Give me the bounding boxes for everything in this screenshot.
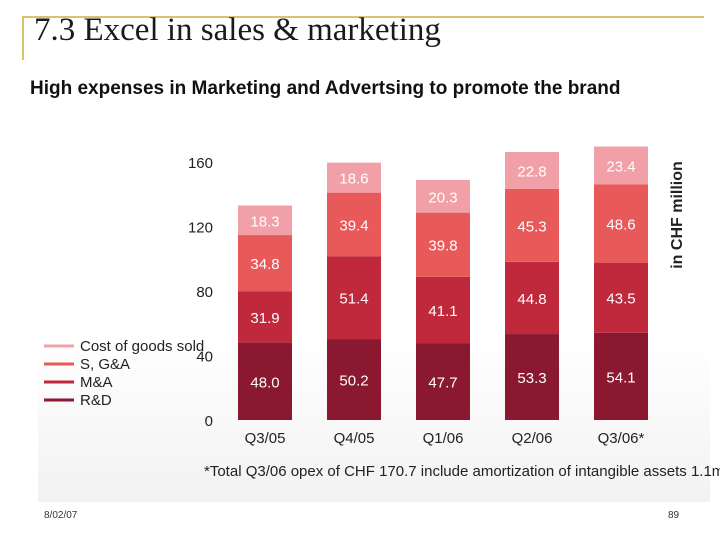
data-label: 23.4 xyxy=(606,158,635,175)
data-label: 31.9 xyxy=(250,310,279,327)
data-label: 51.4 xyxy=(339,291,368,308)
bar-segment xyxy=(505,334,559,420)
x-tick-label: Q1/06 xyxy=(423,430,464,447)
legend-label: R&D xyxy=(80,392,112,409)
title-accent-horizontal xyxy=(22,16,704,18)
data-label: 54.1 xyxy=(606,369,635,386)
legend-label: M&A xyxy=(80,374,113,391)
data-label: 22.8 xyxy=(517,163,546,180)
y-tick-label: 120 xyxy=(188,220,213,237)
bar-segment xyxy=(327,192,381,257)
bar-segment xyxy=(327,162,381,193)
bar-segment xyxy=(238,342,292,420)
y-axis-label: in CHF million xyxy=(669,161,686,269)
bar-segment xyxy=(416,179,470,213)
bar-segment xyxy=(416,276,470,344)
x-tick-label: Q4/05 xyxy=(334,430,375,447)
data-label: 48.6 xyxy=(606,216,635,233)
data-label: 44.8 xyxy=(517,291,546,308)
data-label: 20.3 xyxy=(428,189,457,206)
legend-label: S, G&A xyxy=(80,356,130,373)
bar-segment xyxy=(505,152,559,189)
bar-segment xyxy=(594,262,648,333)
bar-segment xyxy=(505,261,559,335)
bar-segment xyxy=(416,212,470,277)
bar-segment xyxy=(416,343,470,420)
slide-subtitle: High expenses in Marketing and Advertsin… xyxy=(30,78,621,99)
title-accent-vertical xyxy=(22,16,24,60)
footer-page-number: 89 xyxy=(668,510,680,521)
data-label: 41.1 xyxy=(428,303,457,320)
bar-segment xyxy=(594,332,648,420)
data-label: 50.2 xyxy=(339,373,368,390)
chart-footnote: *Total Q3/06 opex of CHF 170.7 include a… xyxy=(204,463,720,480)
bar-segment xyxy=(594,146,648,185)
data-label: 53.3 xyxy=(517,370,546,387)
y-tick-label: 40 xyxy=(196,349,213,366)
data-label: 48.0 xyxy=(250,374,279,391)
bar-segment xyxy=(594,184,648,263)
data-label: 39.8 xyxy=(428,238,457,255)
data-label: 47.7 xyxy=(428,375,457,392)
data-label: 18.6 xyxy=(339,171,368,188)
data-label: 39.4 xyxy=(339,217,368,234)
y-tick-label: 80 xyxy=(196,284,213,301)
legend-label: Cost of goods sold xyxy=(80,338,204,355)
data-label: 43.5 xyxy=(606,291,635,308)
data-label: 18.3 xyxy=(250,213,279,230)
bar-segment xyxy=(327,256,381,340)
bar-segment xyxy=(238,205,292,236)
y-tick-label: 160 xyxy=(188,155,213,172)
x-tick-label: Q3/06* xyxy=(598,430,645,447)
title-frame xyxy=(22,14,704,60)
bar-segment xyxy=(238,291,292,343)
y-tick-label: 0 xyxy=(205,413,213,430)
footer-date: 8/02/07 xyxy=(44,510,78,521)
bar-segment xyxy=(505,188,559,262)
bar-segment xyxy=(238,235,292,292)
data-label: 45.3 xyxy=(517,218,546,235)
x-tick-label: Q3/05 xyxy=(245,430,286,447)
bar-segment xyxy=(327,339,381,420)
x-tick-label: Q2/06 xyxy=(512,430,553,447)
data-label: 34.8 xyxy=(250,256,279,273)
slide-title: 7.3 Excel in sales & marketing xyxy=(34,12,441,48)
